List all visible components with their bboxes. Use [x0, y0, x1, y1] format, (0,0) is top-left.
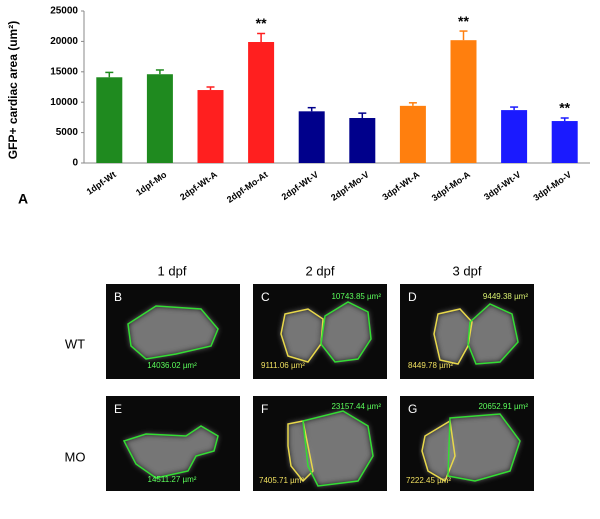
heart-signal [448, 414, 520, 481]
atrium-outline [280, 308, 324, 363]
bar [298, 111, 325, 163]
area-measurement: 23157.44 µm² [331, 402, 381, 411]
y-tick-label: 0 [72, 158, 78, 169]
image-panel: E 14511.27 µm² [106, 396, 240, 491]
y-tick-label: 25000 [50, 6, 78, 17]
ventricle-outline [320, 301, 372, 363]
bar [146, 74, 173, 163]
area-measurement: 14511.27 µm² [148, 475, 197, 484]
image-panel: B 14036.02 µm² [106, 284, 240, 379]
heart-signal [321, 302, 371, 362]
bar [399, 105, 426, 163]
x-tick-label: 3dpf-Mo-V [531, 169, 573, 202]
bar [248, 42, 275, 164]
heart-signal [468, 304, 518, 364]
column-header: 1 dpf [158, 263, 187, 278]
column-header: 2 dpf [306, 263, 335, 278]
heart-signal [128, 306, 218, 359]
image-panel: D 9449.38 µm² 8449.78 µm² [400, 284, 534, 379]
x-tick-label: 2dpf-Mo-At [225, 169, 270, 204]
atrium-outline [433, 308, 473, 365]
x-tick-label: 1dpf-Mo [134, 169, 169, 198]
y-axis-label: GFP+ cardiac area (um²) [6, 21, 20, 159]
heart-signal [303, 411, 373, 486]
area-measurement: 14036.02 µm² [147, 361, 197, 370]
x-tick-label: 3dpf-Mo-A [430, 169, 473, 203]
image-panel: F 23157.44 µm² 7405.71 µm² [253, 396, 387, 491]
panel-letter: F [261, 402, 268, 416]
panel-letter: D [408, 290, 417, 304]
heart-signal [422, 421, 455, 481]
significance: ** [559, 100, 570, 116]
x-tick-label: 2dpf-Wt-V [280, 169, 321, 202]
area-measurement: 7222.45 µm² [406, 476, 451, 485]
x-tick-label: 3dpf-Wt-A [380, 169, 421, 202]
ventricle-outline [122, 425, 219, 479]
column-header: 3 dpf [453, 263, 482, 278]
heart-signal [288, 421, 313, 481]
ventricle-outline [447, 413, 521, 482]
y-tick-label: 5000 [56, 127, 79, 138]
area-measurement: 20652.91 µm² [478, 402, 528, 411]
bar [450, 40, 477, 163]
panel-letter: C [261, 290, 270, 304]
area-measurement: 8449.78 µm² [408, 361, 453, 370]
area-measurement: 9449.38 µm² [483, 292, 528, 301]
ventricle-outline [302, 410, 374, 487]
bar [551, 121, 578, 163]
image-panel: G 20652.91 µm² 7222.45 µm² [400, 396, 534, 491]
bar [349, 118, 376, 163]
panel-letter: G [408, 402, 417, 416]
panel-label: A [18, 191, 28, 207]
panel-letter: E [114, 402, 122, 416]
row-label: MO [65, 449, 86, 464]
heart-signal [434, 309, 472, 364]
x-tick-label: 3dpf-Wt-V [482, 169, 523, 202]
ventricle-outline [127, 305, 219, 360]
area-measurement: 10743.85 µm² [331, 292, 381, 301]
row-label: WT [65, 336, 85, 351]
significance: ** [458, 13, 469, 29]
x-tick-label: 2dpf-Mo-V [329, 169, 371, 202]
x-tick-label: 1dpf-Wt [85, 169, 118, 196]
x-tick-label: 2dpf-Wt-A [178, 169, 219, 202]
significance: ** [256, 15, 267, 31]
y-tick-label: 15000 [50, 66, 78, 77]
bar [501, 110, 528, 163]
y-tick-label: 10000 [50, 97, 78, 108]
ventricle-outline [467, 303, 519, 365]
heart-signal [281, 309, 323, 362]
bar [197, 90, 224, 163]
bar [96, 77, 123, 163]
image-panel: C 10743.85 µm² 9111.06 µm² [253, 284, 387, 379]
area-measurement: 9111.06 µm² [261, 361, 305, 370]
y-tick-label: 20000 [50, 36, 78, 47]
area-measurement: 7405.71 µm² [259, 476, 304, 485]
panel-letter: B [114, 290, 122, 304]
heart-signal [124, 426, 218, 478]
